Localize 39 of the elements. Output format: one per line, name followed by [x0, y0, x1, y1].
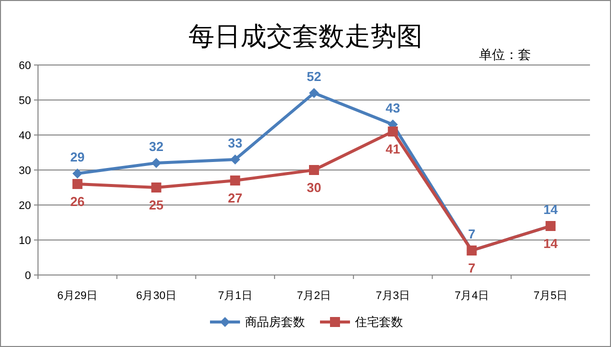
data-label: 7 [468, 260, 476, 276]
data-label: 32 [149, 139, 164, 154]
point [309, 88, 319, 98]
point [151, 158, 162, 168]
point [388, 126, 398, 136]
point [72, 179, 82, 189]
point [151, 182, 162, 192]
y-tick-label: 40 [18, 130, 31, 142]
y-tick-label: 20 [18, 200, 31, 212]
data-label: 27 [228, 190, 242, 206]
y-tick-label: 50 [18, 95, 31, 107]
legend-label: 商品房套数 [245, 315, 305, 329]
data-label: 43 [386, 100, 400, 116]
x-tick-label: 7月2日 [296, 290, 332, 302]
x-tick-label: 6月30日 [136, 290, 176, 302]
point [309, 165, 319, 175]
data-label: 7 [468, 226, 476, 242]
data-label: 30 [306, 180, 322, 195]
data-label: 29 [70, 150, 85, 164]
data-label: 41 [386, 142, 400, 156]
text: 单位：套 [479, 47, 531, 62]
data-label: 33 [228, 136, 242, 150]
data-label: 52 [306, 69, 322, 84]
y-tick-label: 60 [18, 60, 31, 72]
y-tick-label: 30 [18, 165, 31, 177]
chart-title: 每日成交套数走势图 [188, 22, 422, 51]
point [230, 154, 240, 164]
x-tick-label: 7月5日 [533, 290, 568, 302]
data-label: 14 [543, 202, 559, 217]
y-tick-label: 10 [18, 235, 31, 247]
point [230, 176, 240, 186]
x-tick-label: 7月4日 [454, 290, 489, 302]
data-label: 14 [543, 236, 559, 251]
y-tick-label: 0 [24, 270, 31, 282]
x-tick-label: 6月29日 [57, 290, 98, 302]
legend-label: 住宅套数 [354, 315, 403, 329]
x-tick-label: 7月1日 [218, 290, 252, 302]
point [72, 168, 82, 178]
x-tick-label: 7月3日 [376, 290, 410, 302]
